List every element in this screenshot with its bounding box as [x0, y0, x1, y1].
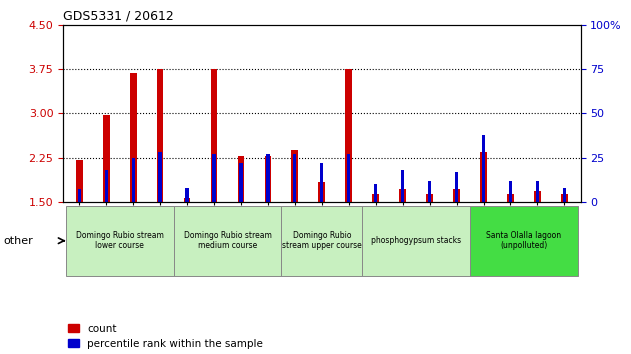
Bar	[184, 198, 191, 202]
Bar	[76, 160, 83, 202]
Bar	[563, 188, 566, 202]
Bar	[186, 188, 189, 202]
Bar	[319, 182, 325, 202]
Bar	[213, 154, 216, 202]
Text: Domingo Rubio stream
lower course: Domingo Rubio stream lower course	[76, 231, 163, 250]
Bar	[103, 115, 110, 202]
Bar	[401, 170, 404, 202]
Bar	[470, 206, 578, 276]
Bar	[372, 194, 379, 202]
Text: Santa Olalla lagoon
(unpolluted): Santa Olalla lagoon (unpolluted)	[487, 231, 562, 250]
Bar	[292, 150, 298, 202]
Bar	[534, 191, 541, 202]
Text: Domingo Rubio
stream upper course: Domingo Rubio stream upper course	[282, 231, 362, 250]
Bar	[320, 163, 324, 202]
Bar	[345, 69, 352, 202]
Bar	[78, 189, 81, 202]
Text: other: other	[3, 236, 33, 246]
Text: GDS5331 / 20612: GDS5331 / 20612	[63, 9, 174, 22]
Bar	[453, 189, 460, 202]
Bar	[347, 154, 350, 202]
Bar	[174, 206, 281, 276]
Bar	[399, 189, 406, 202]
Bar	[480, 152, 487, 202]
Bar	[561, 194, 568, 202]
Bar	[158, 152, 162, 202]
Bar	[264, 156, 271, 202]
Bar	[130, 73, 136, 202]
Text: phosphogypsum stacks: phosphogypsum stacks	[371, 236, 461, 245]
Legend: count, percentile rank within the sample: count, percentile rank within the sample	[68, 324, 263, 349]
Bar	[362, 206, 470, 276]
Bar	[238, 156, 244, 202]
Bar	[482, 135, 485, 202]
Bar	[266, 154, 269, 202]
Bar	[428, 181, 431, 202]
Text: Domingo Rubio stream
medium course: Domingo Rubio stream medium course	[184, 231, 271, 250]
Bar	[293, 154, 297, 202]
Bar	[507, 194, 514, 202]
Bar	[374, 184, 377, 202]
Bar	[455, 172, 458, 202]
Bar	[131, 158, 135, 202]
Bar	[105, 170, 108, 202]
Bar	[211, 69, 218, 202]
Bar	[281, 206, 362, 276]
Bar	[66, 206, 174, 276]
Bar	[156, 69, 163, 202]
Bar	[426, 194, 433, 202]
Bar	[239, 163, 242, 202]
Bar	[509, 181, 512, 202]
Bar	[536, 181, 539, 202]
